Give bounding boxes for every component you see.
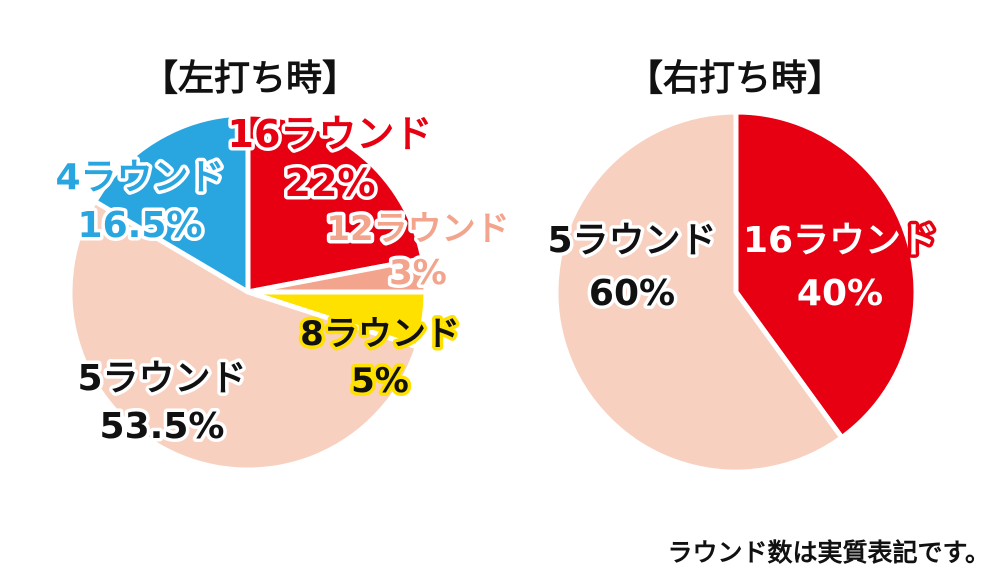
pie-0-slice-2-percent-label: 5%	[351, 361, 409, 401]
pie-0-slice-1-name-label: 12ラウンド	[326, 209, 509, 249]
pie-1-slice-0-percent-label: 40%	[797, 273, 883, 314]
pie-1-slice-0-name-label: 16ラウンド	[743, 220, 937, 261]
pie-1-slice-0	[733, 109, 919, 441]
right-pie	[553, 109, 919, 475]
left-chart-title: 【左打ち時】	[142, 58, 358, 99]
left-pie	[67, 111, 429, 473]
footnote: ラウンド数は実質表記です。	[667, 538, 990, 567]
pie-1-slice-1-percent-label: 60%	[589, 273, 675, 314]
pie-1-slice-1-name-label: 5ラウンド	[547, 220, 716, 261]
pie-0-slice-0-percent-label: 22%	[285, 161, 376, 205]
pie-0-slice-3-percent-label: 53.5%	[100, 406, 225, 447]
pie-0-slice-3	[67, 198, 420, 473]
right-chart-title: 【右打ち時】	[627, 58, 843, 99]
pie-0-slice-2-name-label: 8ラウンド	[300, 314, 460, 354]
pie-0-slice-1-percent-label: 3%	[389, 253, 447, 293]
pie-1-slice-1	[553, 109, 845, 475]
pie-0-slice-4-name-label: 4ラウンド	[55, 157, 224, 198]
slice-labels: 16ラウンド22%12ラウンド3%8ラウンド5%5ラウンド53.5%4ラウンド1…	[52, 109, 941, 451]
pie-0-slice-0-name-label: 16ラウンド	[228, 112, 433, 156]
pie-0-slice-3-name-label: 5ラウンド	[77, 358, 246, 399]
pie-0-slice-4-percent-label: 16.5%	[78, 205, 203, 246]
pie-0-slice-0	[245, 111, 426, 295]
pie-0-slice-4	[92, 111, 251, 295]
